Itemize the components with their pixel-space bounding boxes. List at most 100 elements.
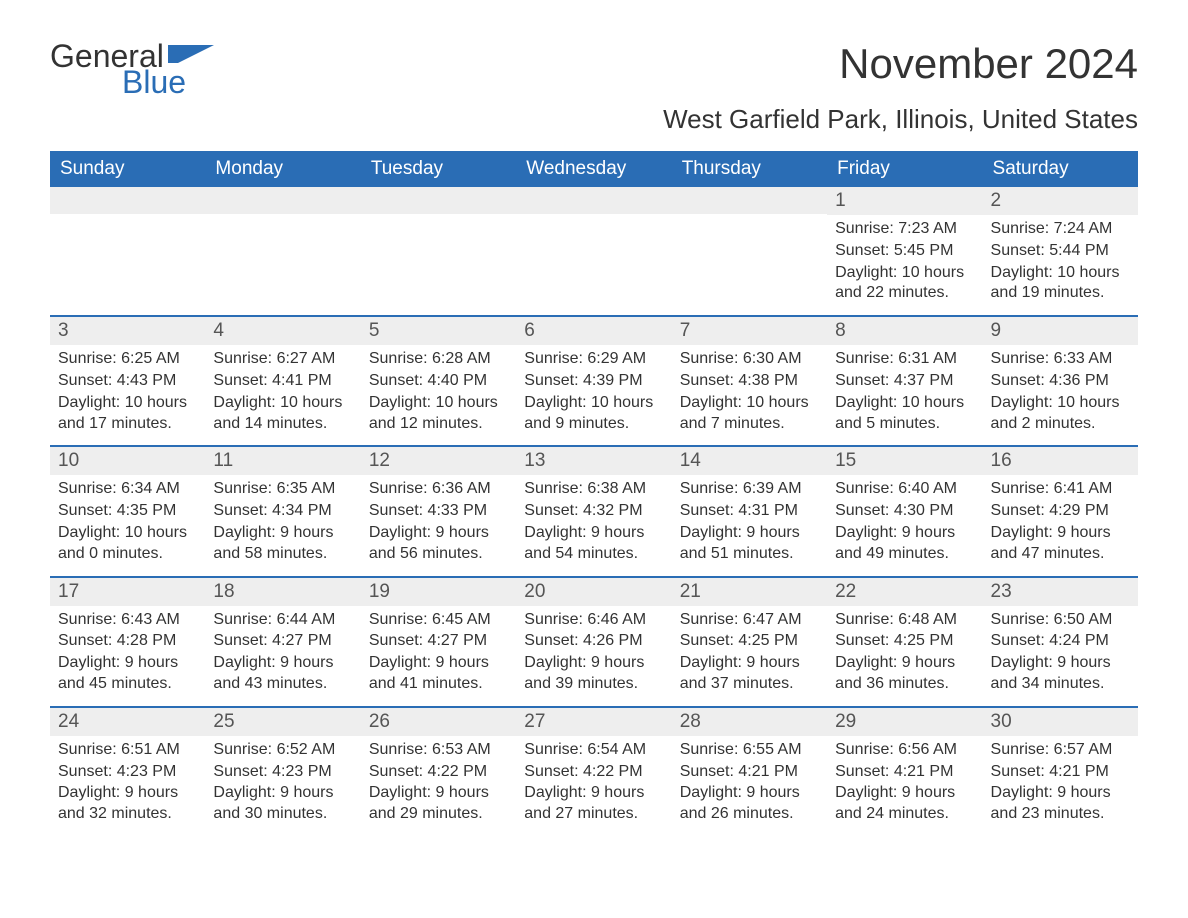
day-number: 12 bbox=[361, 447, 516, 475]
daylight-text: Daylight: 9 hours and 41 minutes. bbox=[369, 653, 508, 695]
day-body: Sunrise: 6:45 AMSunset: 4:27 PMDaylight:… bbox=[361, 606, 516, 706]
day-cell: 21Sunrise: 6:47 AMSunset: 4:25 PMDayligh… bbox=[672, 578, 827, 706]
sunset-text: Sunset: 4:37 PM bbox=[835, 371, 974, 392]
sunset-text: Sunset: 5:44 PM bbox=[991, 241, 1130, 262]
weekday-header: Thursday bbox=[672, 151, 827, 187]
day-body: Sunrise: 6:31 AMSunset: 4:37 PMDaylight:… bbox=[827, 345, 982, 445]
daylight-text: Daylight: 9 hours and 58 minutes. bbox=[213, 523, 352, 565]
day-cell: 27Sunrise: 6:54 AMSunset: 4:22 PMDayligh… bbox=[516, 708, 671, 836]
weekday-header: Sunday bbox=[50, 151, 205, 187]
day-cell: 20Sunrise: 6:46 AMSunset: 4:26 PMDayligh… bbox=[516, 578, 671, 706]
day-body bbox=[672, 214, 827, 228]
day-number: 8 bbox=[827, 317, 982, 345]
day-cell: 1Sunrise: 7:23 AMSunset: 5:45 PMDaylight… bbox=[827, 187, 982, 315]
sunrise-text: Sunrise: 6:39 AM bbox=[680, 479, 819, 500]
sunset-text: Sunset: 4:34 PM bbox=[213, 501, 352, 522]
day-cell: 3Sunrise: 6:25 AMSunset: 4:43 PMDaylight… bbox=[50, 317, 205, 445]
day-cell: 7Sunrise: 6:30 AMSunset: 4:38 PMDaylight… bbox=[672, 317, 827, 445]
sunrise-text: Sunrise: 6:33 AM bbox=[991, 349, 1130, 370]
day-body: Sunrise: 6:55 AMSunset: 4:21 PMDaylight:… bbox=[672, 736, 827, 836]
day-body bbox=[516, 214, 671, 228]
day-body: Sunrise: 6:46 AMSunset: 4:26 PMDaylight:… bbox=[516, 606, 671, 706]
day-body: Sunrise: 6:57 AMSunset: 4:21 PMDaylight:… bbox=[983, 736, 1138, 836]
day-number: 16 bbox=[983, 447, 1138, 475]
day-body: Sunrise: 6:53 AMSunset: 4:22 PMDaylight:… bbox=[361, 736, 516, 836]
sunset-text: Sunset: 4:24 PM bbox=[991, 631, 1130, 652]
day-cell bbox=[516, 187, 671, 315]
sunset-text: Sunset: 4:22 PM bbox=[524, 762, 663, 783]
sunrise-text: Sunrise: 6:52 AM bbox=[213, 740, 352, 761]
sunset-text: Sunset: 4:27 PM bbox=[213, 631, 352, 652]
day-body bbox=[361, 214, 516, 228]
day-number: 3 bbox=[50, 317, 205, 345]
page-title: November 2024 bbox=[839, 40, 1138, 88]
sunrise-text: Sunrise: 6:53 AM bbox=[369, 740, 508, 761]
day-number: 28 bbox=[672, 708, 827, 736]
daylight-text: Daylight: 10 hours and 14 minutes. bbox=[213, 393, 352, 435]
day-number: 18 bbox=[205, 578, 360, 606]
day-cell: 11Sunrise: 6:35 AMSunset: 4:34 PMDayligh… bbox=[205, 447, 360, 575]
sunset-text: Sunset: 4:21 PM bbox=[991, 762, 1130, 783]
daylight-text: Daylight: 10 hours and 7 minutes. bbox=[680, 393, 819, 435]
daylight-text: Daylight: 9 hours and 54 minutes. bbox=[524, 523, 663, 565]
daylight-text: Daylight: 10 hours and 2 minutes. bbox=[991, 393, 1130, 435]
daylight-text: Daylight: 9 hours and 45 minutes. bbox=[58, 653, 197, 695]
day-body: Sunrise: 7:23 AMSunset: 5:45 PMDaylight:… bbox=[827, 215, 982, 315]
day-number: 23 bbox=[983, 578, 1138, 606]
day-body: Sunrise: 6:41 AMSunset: 4:29 PMDaylight:… bbox=[983, 475, 1138, 575]
day-body: Sunrise: 6:51 AMSunset: 4:23 PMDaylight:… bbox=[50, 736, 205, 836]
sunset-text: Sunset: 4:31 PM bbox=[680, 501, 819, 522]
sunrise-text: Sunrise: 6:50 AM bbox=[991, 610, 1130, 631]
daylight-text: Daylight: 9 hours and 56 minutes. bbox=[369, 523, 508, 565]
sunset-text: Sunset: 4:21 PM bbox=[835, 762, 974, 783]
day-number: 7 bbox=[672, 317, 827, 345]
day-body: Sunrise: 6:54 AMSunset: 4:22 PMDaylight:… bbox=[516, 736, 671, 836]
daylight-text: Daylight: 10 hours and 12 minutes. bbox=[369, 393, 508, 435]
day-cell: 18Sunrise: 6:44 AMSunset: 4:27 PMDayligh… bbox=[205, 578, 360, 706]
day-number: 15 bbox=[827, 447, 982, 475]
day-body: Sunrise: 6:38 AMSunset: 4:32 PMDaylight:… bbox=[516, 475, 671, 575]
day-body: Sunrise: 6:29 AMSunset: 4:39 PMDaylight:… bbox=[516, 345, 671, 445]
day-body: Sunrise: 6:34 AMSunset: 4:35 PMDaylight:… bbox=[50, 475, 205, 575]
day-number bbox=[205, 187, 360, 214]
location-subtitle: West Garfield Park, Illinois, United Sta… bbox=[50, 104, 1138, 135]
sunset-text: Sunset: 4:38 PM bbox=[680, 371, 819, 392]
day-number: 25 bbox=[205, 708, 360, 736]
day-body bbox=[205, 214, 360, 228]
sunset-text: Sunset: 4:33 PM bbox=[369, 501, 508, 522]
day-cell: 25Sunrise: 6:52 AMSunset: 4:23 PMDayligh… bbox=[205, 708, 360, 836]
day-body: Sunrise: 7:24 AMSunset: 5:44 PMDaylight:… bbox=[983, 215, 1138, 315]
sunset-text: Sunset: 4:25 PM bbox=[680, 631, 819, 652]
day-number: 27 bbox=[516, 708, 671, 736]
weekday-header: Tuesday bbox=[361, 151, 516, 187]
sunrise-text: Sunrise: 6:47 AM bbox=[680, 610, 819, 631]
day-number bbox=[516, 187, 671, 214]
daylight-text: Daylight: 9 hours and 27 minutes. bbox=[524, 783, 663, 825]
day-cell bbox=[50, 187, 205, 315]
day-number: 13 bbox=[516, 447, 671, 475]
sunset-text: Sunset: 4:21 PM bbox=[680, 762, 819, 783]
sunrise-text: Sunrise: 6:40 AM bbox=[835, 479, 974, 500]
daylight-text: Daylight: 9 hours and 47 minutes. bbox=[991, 523, 1130, 565]
daylight-text: Daylight: 10 hours and 5 minutes. bbox=[835, 393, 974, 435]
day-number: 20 bbox=[516, 578, 671, 606]
sunrise-text: Sunrise: 6:38 AM bbox=[524, 479, 663, 500]
day-number bbox=[672, 187, 827, 214]
day-cell: 14Sunrise: 6:39 AMSunset: 4:31 PMDayligh… bbox=[672, 447, 827, 575]
sunrise-text: Sunrise: 6:41 AM bbox=[991, 479, 1130, 500]
daylight-text: Daylight: 10 hours and 22 minutes. bbox=[835, 263, 974, 305]
day-body: Sunrise: 6:40 AMSunset: 4:30 PMDaylight:… bbox=[827, 475, 982, 575]
day-body: Sunrise: 6:52 AMSunset: 4:23 PMDaylight:… bbox=[205, 736, 360, 836]
day-body: Sunrise: 6:48 AMSunset: 4:25 PMDaylight:… bbox=[827, 606, 982, 706]
weeks-container: 1Sunrise: 7:23 AMSunset: 5:45 PMDaylight… bbox=[50, 187, 1138, 836]
day-number: 30 bbox=[983, 708, 1138, 736]
daylight-text: Daylight: 9 hours and 26 minutes. bbox=[680, 783, 819, 825]
day-body: Sunrise: 6:28 AMSunset: 4:40 PMDaylight:… bbox=[361, 345, 516, 445]
sunset-text: Sunset: 4:43 PM bbox=[58, 371, 197, 392]
day-body: Sunrise: 6:33 AMSunset: 4:36 PMDaylight:… bbox=[983, 345, 1138, 445]
day-body: Sunrise: 6:43 AMSunset: 4:28 PMDaylight:… bbox=[50, 606, 205, 706]
week-row: 1Sunrise: 7:23 AMSunset: 5:45 PMDaylight… bbox=[50, 187, 1138, 315]
sunrise-text: Sunrise: 6:35 AM bbox=[213, 479, 352, 500]
day-number: 26 bbox=[361, 708, 516, 736]
day-number: 2 bbox=[983, 187, 1138, 215]
